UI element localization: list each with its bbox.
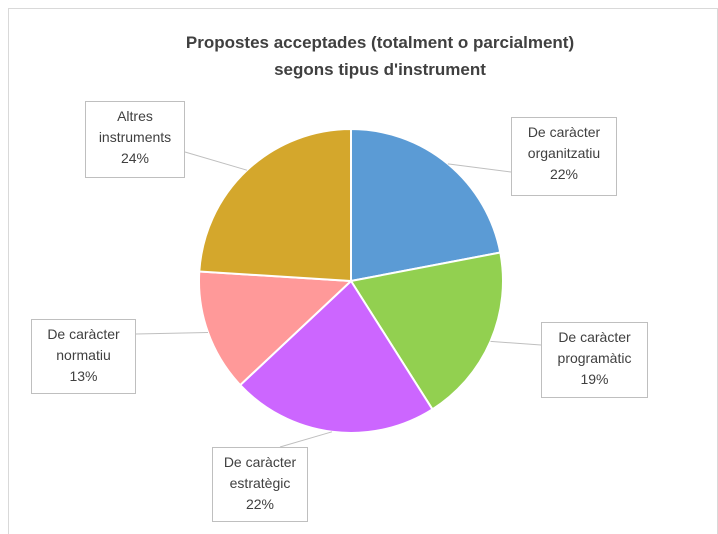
chart-title: Propostes acceptades (totalment o parcia… xyxy=(186,33,574,52)
value-label: 19% xyxy=(580,371,609,387)
value-label: 13% xyxy=(69,368,98,384)
pie-slice xyxy=(350,127,502,283)
category-label: De caràcter programàtic xyxy=(557,329,632,366)
value-label: 24% xyxy=(120,150,150,166)
category-label: Altres instruments xyxy=(98,108,172,145)
data-label: De caràcter estratègic 22% xyxy=(212,447,308,522)
category-label: De caràcter estratègic xyxy=(223,454,297,491)
data-label: De caràcter organitzatiu 22% xyxy=(511,117,617,196)
leader-line xyxy=(447,163,512,173)
pie-slice xyxy=(238,279,434,434)
leader-line xyxy=(135,331,208,335)
category-label: De caràcter organitzatiu xyxy=(527,124,601,161)
category-label: De caràcter normatiu xyxy=(47,326,120,363)
leader-line xyxy=(490,340,542,346)
value-label: 22% xyxy=(549,166,579,182)
data-label: De caràcter programàtic 19% xyxy=(541,322,648,398)
data-label: Altres instruments 24% xyxy=(85,101,185,178)
leader-line xyxy=(279,431,333,448)
pie-slice xyxy=(198,127,352,283)
chart-title: segons tipus d'instrument xyxy=(274,60,486,79)
data-label: De caràcter normatiu 13% xyxy=(31,319,136,394)
leader-line xyxy=(184,151,248,171)
pie-slice xyxy=(198,270,354,387)
value-label: 22% xyxy=(245,496,275,512)
